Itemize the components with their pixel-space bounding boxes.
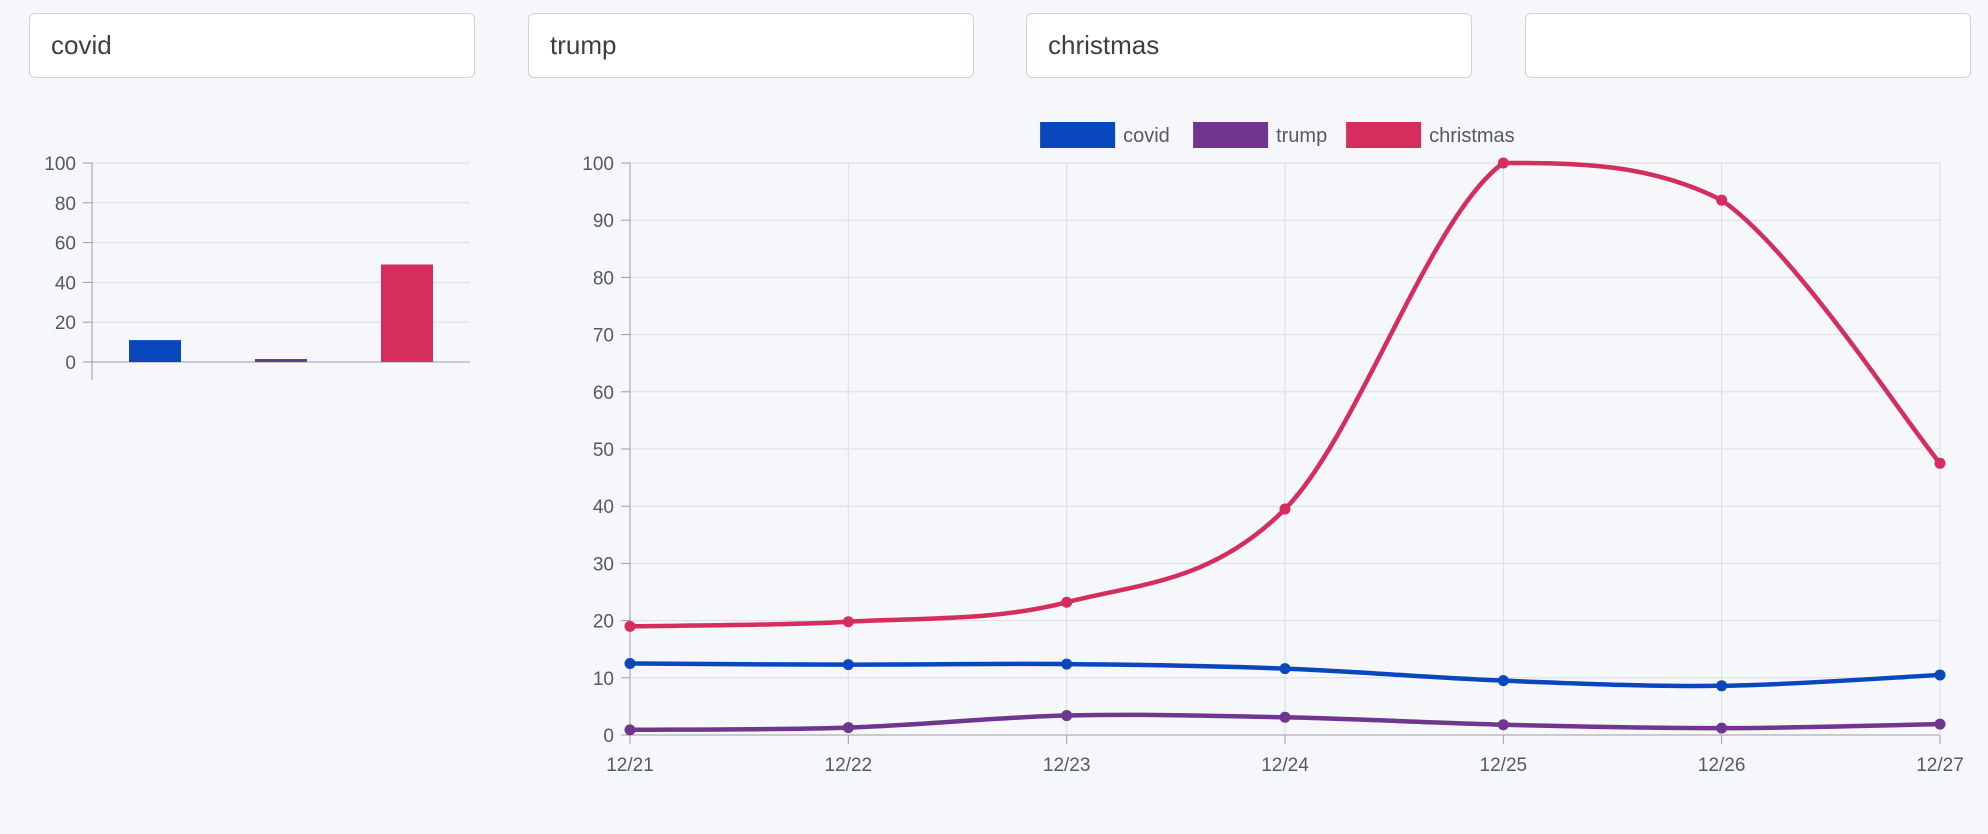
point-trump — [1061, 710, 1073, 722]
point-covid — [1497, 675, 1509, 687]
bar-y-tick-label: 100 — [44, 154, 76, 175]
bar-y-tick-label: 80 — [55, 194, 76, 215]
point-christmas — [1716, 194, 1728, 206]
line-y-tick-label: 40 — [593, 497, 614, 518]
line-x-tick-label: 12/23 — [1043, 755, 1091, 776]
line-y-tick-label: 90 — [593, 211, 614, 232]
point-trump — [1497, 719, 1509, 731]
point-covid — [624, 658, 636, 669]
bar-christmas — [381, 264, 433, 362]
bar-y-tick-label: 20 — [55, 313, 76, 334]
series-line-christmas — [627, 160, 1943, 629]
legend-label-trump: trump — [1276, 125, 1327, 147]
search-term-input-3[interactable] — [1026, 13, 1472, 78]
line-x-tick-label: 12/27 — [1916, 755, 1964, 776]
legend-swatch-trump — [1193, 122, 1269, 148]
line-x-tick-label: 12/22 — [825, 755, 873, 776]
bar-covid — [129, 340, 181, 362]
point-christmas — [1497, 157, 1509, 169]
line-y-tick-label: 0 — [603, 726, 614, 747]
line-y-tick-label: 50 — [593, 440, 614, 461]
point-christmas — [1279, 503, 1291, 515]
legend-swatch-covid — [1040, 122, 1116, 148]
search-term-input-1[interactable] — [29, 13, 475, 78]
point-trump — [1279, 711, 1291, 723]
line-y-tick-label: 60 — [593, 383, 614, 404]
bar-trump — [255, 359, 307, 362]
line-x-tick-label: 12/21 — [606, 755, 654, 776]
point-christmas — [624, 620, 636, 632]
bar-y-tick-label: 0 — [65, 353, 76, 374]
point-covid — [1279, 663, 1291, 675]
point-trump — [842, 722, 854, 734]
point-covid — [1934, 669, 1946, 681]
search-term-input-2[interactable] — [528, 13, 974, 78]
point-covid — [842, 659, 854, 671]
search-term-input-4[interactable] — [1525, 13, 1971, 78]
line-x-tick-label: 12/24 — [1261, 755, 1309, 776]
line-y-tick-label: 20 — [593, 612, 614, 633]
legend-label-covid: covid — [1123, 125, 1170, 147]
point-christmas — [1061, 596, 1073, 608]
legend-swatch-christmas — [1346, 122, 1422, 148]
bar-y-tick-label: 60 — [55, 234, 76, 255]
point-covid — [1061, 658, 1073, 670]
point-trump — [1716, 722, 1728, 734]
point-christmas — [1934, 457, 1946, 469]
bar-chart: 0 20 40 60 80 100 — [44, 154, 470, 380]
line-y-tick-label: 80 — [593, 268, 614, 289]
bar-y-tick-label: 40 — [55, 273, 76, 294]
line-y-tick-label: 100 — [582, 154, 614, 175]
line-x-tick-label: 12/25 — [1480, 755, 1528, 776]
point-christmas — [842, 616, 854, 628]
line-y-tick-label: 10 — [593, 669, 614, 690]
line-y-tick-label: 70 — [593, 326, 614, 347]
point-covid — [1716, 680, 1728, 692]
legend-label-christmas: christmas — [1429, 125, 1515, 147]
point-trump — [624, 724, 636, 736]
point-trump — [1934, 718, 1946, 730]
line-y-tick-label: 30 — [593, 554, 614, 575]
line-x-tick-label: 12/26 — [1698, 755, 1746, 776]
